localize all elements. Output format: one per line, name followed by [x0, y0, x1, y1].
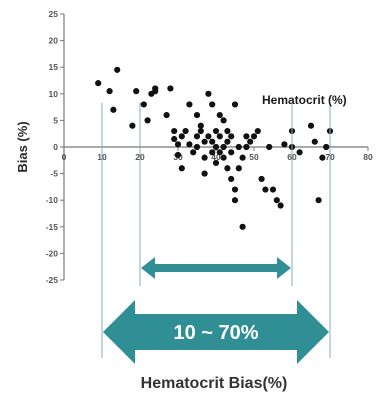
data-point	[224, 165, 231, 172]
x-tick-label: 0	[62, 152, 67, 162]
data-point	[174, 141, 182, 148]
data-point	[254, 127, 261, 135]
data-point	[239, 154, 246, 161]
y-tick-label: -15	[46, 222, 59, 232]
data-point	[243, 143, 250, 151]
y-tick-label: -5	[50, 169, 58, 179]
data-point	[174, 151, 182, 159]
data-point	[319, 154, 326, 161]
data-point	[212, 159, 220, 167]
data-point	[171, 127, 178, 135]
data-point	[133, 88, 140, 95]
chart-caption: Hematocrit Bias(%)	[141, 375, 288, 392]
data-point	[262, 186, 269, 193]
data-point	[224, 138, 231, 145]
data-point	[212, 127, 220, 135]
data-point	[228, 175, 235, 183]
data-point	[95, 80, 102, 87]
data-point	[201, 154, 208, 161]
x-axis-label: Hematocrit (%)	[262, 93, 347, 107]
x-tick-label: 40	[211, 152, 221, 162]
outer-range-label: 10 ~ 70%	[173, 322, 258, 344]
data-point	[269, 186, 277, 193]
data-point	[231, 101, 239, 108]
data-point	[243, 133, 250, 140]
data-point	[247, 138, 254, 145]
x-tick-label: 80	[363, 152, 373, 162]
data-point	[186, 141, 193, 148]
data-point	[201, 138, 208, 145]
data-point	[311, 138, 318, 145]
data-point	[212, 143, 220, 151]
data-point	[323, 143, 330, 151]
data-point	[281, 141, 288, 148]
data-point	[239, 223, 246, 230]
range-arrows	[103, 257, 329, 364]
y-tick-label: -25	[46, 275, 59, 285]
data-point	[201, 170, 208, 177]
data-point	[296, 149, 303, 156]
data-point	[216, 133, 223, 140]
data-point	[209, 149, 216, 156]
data-point	[216, 111, 223, 119]
y-tick-label: -20	[46, 248, 59, 258]
data-point	[231, 197, 239, 204]
data-point	[307, 122, 315, 129]
data-point	[178, 165, 185, 172]
data-point	[193, 111, 201, 119]
data-point	[197, 122, 204, 129]
data-point	[186, 101, 193, 108]
data-point	[140, 101, 147, 108]
data-point	[266, 143, 273, 151]
data-point	[258, 175, 265, 183]
data-point	[209, 138, 216, 145]
data-point	[193, 133, 201, 140]
data-point	[129, 122, 136, 129]
data-point	[152, 88, 159, 95]
data-point	[197, 127, 204, 135]
data-point	[273, 197, 280, 204]
data-point	[220, 117, 227, 124]
y-tick-label: 5	[53, 115, 58, 125]
data-point	[106, 88, 113, 95]
data-point	[163, 111, 170, 119]
y-tick-label: 10	[49, 89, 59, 99]
data-point	[171, 135, 178, 143]
data-point	[277, 202, 284, 209]
y-tick-label: 25	[49, 9, 59, 19]
y-tick-label: 20	[49, 36, 59, 46]
data-point	[190, 149, 197, 156]
data-point	[228, 133, 235, 140]
data-point	[110, 106, 117, 113]
data-point	[235, 165, 242, 172]
data-point	[220, 154, 227, 161]
data-point	[182, 127, 189, 135]
data-point	[209, 101, 216, 108]
data-point	[250, 133, 258, 140]
y-tick-label: 15	[49, 62, 59, 72]
outer-range-arrow	[103, 300, 329, 364]
range-guide-lines	[101, 103, 331, 358]
y-tick-label: 0	[53, 142, 58, 152]
inner-range-arrow	[141, 257, 291, 279]
data-point	[235, 143, 242, 151]
chart-points	[95, 66, 334, 230]
data-point	[220, 143, 227, 151]
data-point	[231, 186, 239, 193]
data-point	[193, 143, 201, 151]
data-point	[315, 197, 322, 204]
data-point	[144, 117, 151, 124]
data-point	[178, 133, 185, 140]
y-axis-label: Bias (%)	[15, 121, 30, 172]
data-point	[205, 90, 212, 97]
x-tick-label: 50	[249, 152, 259, 162]
data-point	[228, 149, 235, 156]
data-point	[114, 66, 121, 73]
data-point	[224, 127, 231, 135]
data-point	[167, 85, 174, 92]
data-point	[205, 133, 212, 140]
data-point	[216, 149, 223, 156]
y-tick-label: -10	[46, 195, 59, 205]
